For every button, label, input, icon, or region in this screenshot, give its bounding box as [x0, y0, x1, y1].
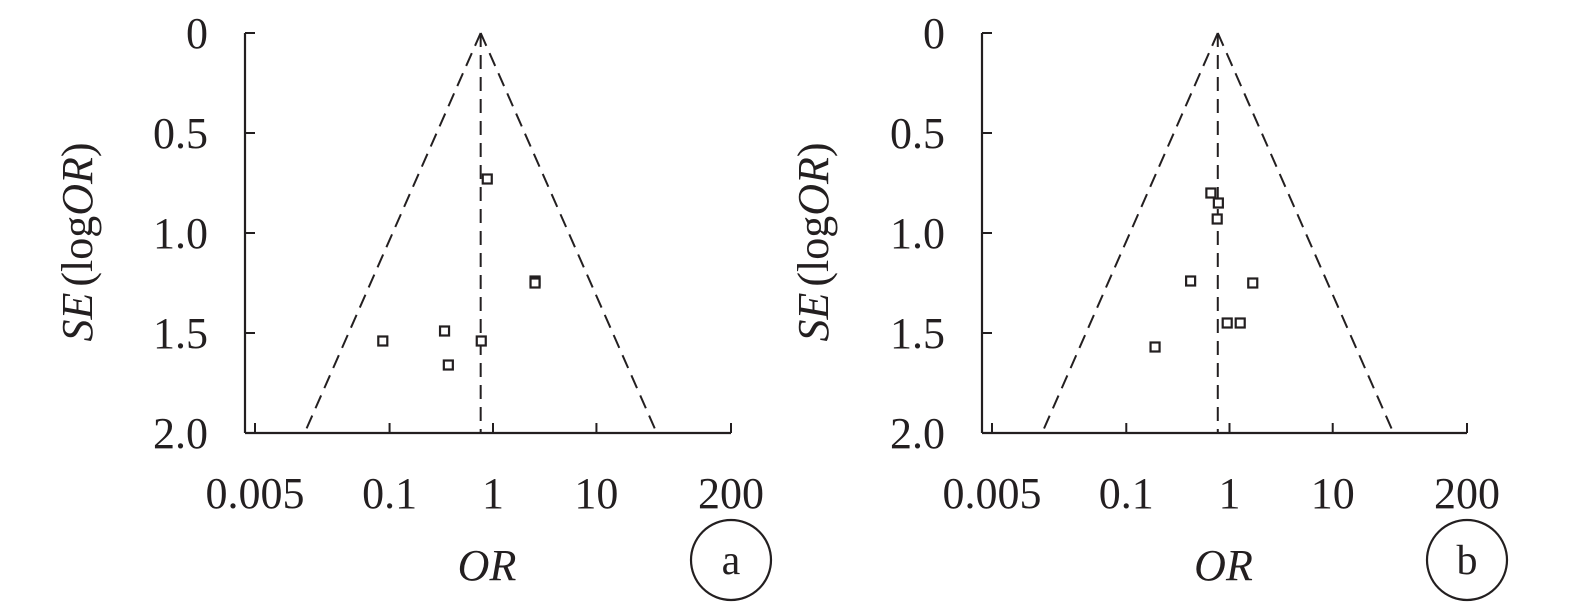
study-point [438, 325, 451, 337]
y-axis-title-italic-part: SE [789, 293, 838, 342]
study-point [475, 335, 487, 347]
x-tick-label: 0.1 [362, 469, 417, 518]
study-point [1205, 187, 1217, 199]
y-tick-label: 0.5 [890, 109, 945, 158]
y-axis-title-open-paren: ( [53, 272, 102, 287]
y-axis-title-close-paren: ) [53, 142, 102, 157]
study-point [377, 335, 389, 347]
study-point [1211, 213, 1223, 225]
x-tick-label: 10 [574, 469, 618, 518]
x-tick-label: 0.005 [206, 469, 305, 518]
y-axis-title-close-paren: ) [789, 142, 838, 157]
y-axis-title-log-part: log [789, 216, 838, 272]
y-tick-label: 2.0 [890, 409, 945, 458]
study-point [1234, 317, 1246, 329]
panel-label-circle [1425, 518, 1509, 602]
y-axis-title-italic-or: OR [53, 157, 102, 216]
y-tick-label: 0 [186, 9, 208, 58]
study-point [1221, 317, 1233, 329]
study-point [1185, 275, 1197, 287]
study-point [1212, 197, 1224, 209]
y-tick-label: 1.0 [153, 209, 208, 258]
x-axis-title: OR [458, 541, 517, 590]
y-axis-title-italic-or: OR [789, 157, 838, 216]
study-point [1149, 341, 1161, 353]
y-tick-label: 1.5 [890, 309, 945, 358]
x-tick-label: 10 [1311, 469, 1355, 518]
funnel-right-limit [1216, 32, 1395, 434]
y-tick-label: 1.5 [153, 309, 208, 358]
x-tick-label: 0.005 [943, 469, 1042, 518]
x-tick-label: 0.1 [1099, 469, 1154, 518]
study-point [529, 277, 541, 289]
y-tick-label: 1.0 [890, 209, 945, 258]
y-axis-title-log-part: log [53, 216, 102, 272]
x-axis-title: OR [1194, 541, 1253, 590]
study-point [442, 359, 454, 371]
y-axis-title-italic-part: SE [53, 293, 102, 342]
x-tick-label: 200 [698, 469, 764, 518]
funnel-left-limit [1041, 32, 1219, 434]
y-axis-title-open-paren: ( [789, 272, 838, 287]
panel-label: a [722, 538, 741, 584]
y-axis-title: SE (logOR) [789, 142, 838, 341]
study-point [1247, 277, 1259, 289]
panel-label-circle [689, 518, 773, 602]
study-point [481, 173, 493, 185]
y-tick-label: 0 [923, 9, 945, 58]
panel-label: b [1457, 538, 1478, 584]
x-tick-label: 1 [482, 469, 504, 518]
y-tick-label: 2.0 [153, 409, 208, 458]
y-tick-label: 0.5 [153, 109, 208, 158]
funnel-right-limit [479, 32, 658, 434]
x-tick-label: 200 [1434, 469, 1500, 518]
x-tick-label: 1 [1219, 469, 1241, 518]
y-axis-title: SE (logOR) [53, 142, 102, 341]
funnel-left-limit [303, 32, 482, 434]
